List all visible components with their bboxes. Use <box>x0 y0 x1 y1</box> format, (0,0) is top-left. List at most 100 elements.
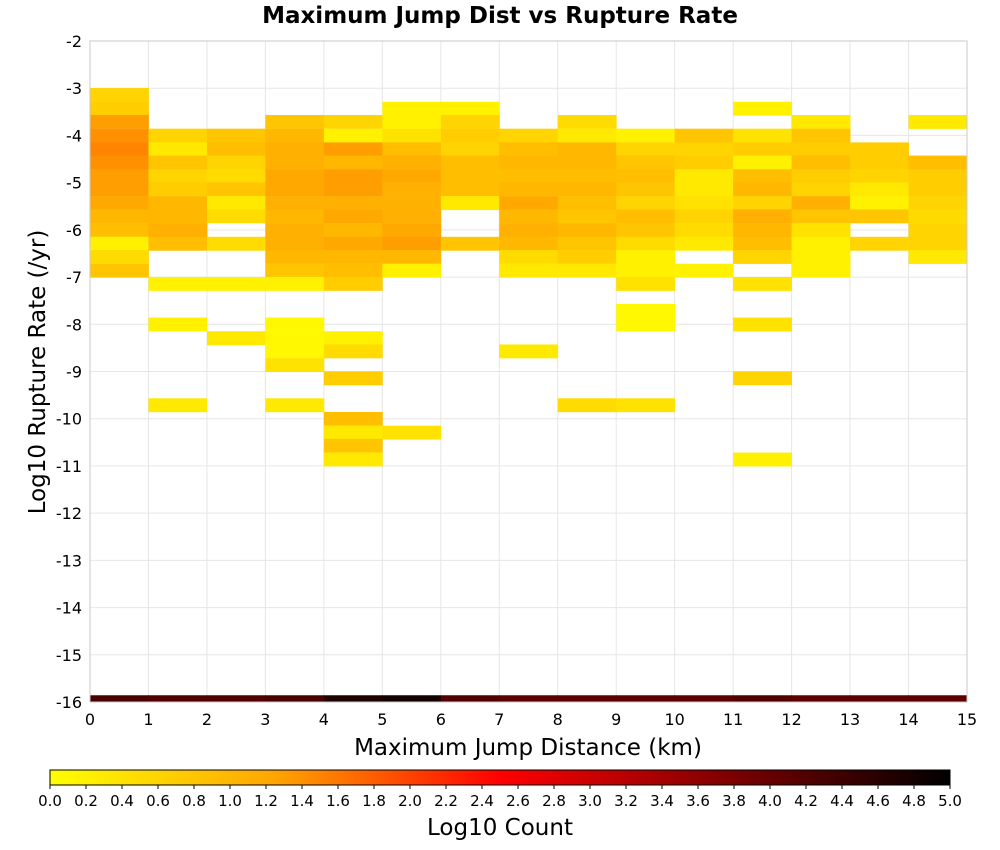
bottom-band <box>90 695 968 702</box>
heatmap-cell <box>616 182 676 197</box>
heatmap-cell <box>206 236 266 251</box>
heatmap-cell <box>323 371 383 386</box>
heatmap-band-cell <box>674 695 734 702</box>
heatmap-cell <box>499 196 559 211</box>
heatmap-cell <box>791 169 851 184</box>
heatmap-cell <box>908 196 968 211</box>
heatmap-cell <box>908 169 968 184</box>
heatmap-cell <box>206 128 266 143</box>
colorbar-tick-labels: 0.0 0.2 0.4 0.6 0.8 1.0 1.2 1.4 1.6 1.8 2.0 2.2 2.4 2… <box>38 785 962 810</box>
x-tick-label: 9 <box>611 710 621 729</box>
y-axis-label: Log10 Rupture Rate (/yr) <box>25 230 51 515</box>
colorbar-tick-label: 4.8 <box>902 792 926 810</box>
x-tick-label: 6 <box>436 710 446 729</box>
heatmap-cell <box>323 411 383 426</box>
heatmap-cell <box>733 371 792 386</box>
heatmap-cell <box>323 155 383 170</box>
heatmap-cell <box>616 236 676 251</box>
heatmap-cell <box>733 250 792 264</box>
heatmap-band-cell <box>382 695 442 702</box>
x-tick-label: 15 <box>957 710 977 729</box>
heatmap-cell <box>674 236 734 251</box>
heatmap-cell <box>265 169 325 184</box>
y-tick-label: -5 <box>66 174 82 193</box>
heatmap-cell <box>323 452 383 467</box>
colorbar-tick-label: 1.8 <box>362 792 386 810</box>
heatmap-cell <box>616 155 676 170</box>
heatmap-cell <box>908 114 968 129</box>
y-tick-label: -8 <box>66 315 82 334</box>
y-tick-label: -4 <box>66 126 82 145</box>
heatmap-cell <box>265 223 325 238</box>
heatmap-band-cell <box>440 695 500 702</box>
heatmap-cell <box>382 236 442 251</box>
heatmap-cell <box>148 209 208 224</box>
heatmap-cell <box>791 263 851 278</box>
heatmap-cell <box>557 169 617 184</box>
heatmap-cell <box>440 169 500 184</box>
colorbar-tick-label: 3.6 <box>686 792 710 810</box>
x-tick-label: 2 <box>202 710 212 729</box>
colorbar-tick-label: 0.0 <box>38 792 62 810</box>
colorbar-tick-label: 1.4 <box>290 792 314 810</box>
heatmap-band-cell <box>557 695 617 702</box>
heatmap-cell <box>908 223 968 238</box>
colorbar-tick-label: 0.4 <box>110 792 134 810</box>
heatmap-cell <box>674 182 734 197</box>
colorbar-tick-label: 2.4 <box>470 792 494 810</box>
x-axis-label: Maximum Jump Distance (km) <box>354 735 702 761</box>
colorbar-tick-label: 2.0 <box>398 792 422 810</box>
heatmap-cell <box>850 196 909 211</box>
colorbar-tick-label: 2.2 <box>434 792 458 810</box>
heatmap-cell <box>323 142 383 157</box>
heatmap-cell <box>382 169 442 184</box>
colorbar-tick-label: 4.4 <box>830 792 854 810</box>
heatmap-cell <box>206 196 266 211</box>
heatmap-cell <box>90 196 149 211</box>
heatmap-cell <box>206 182 266 197</box>
heatmap-cell <box>791 128 851 143</box>
y-tick-label: -9 <box>66 363 82 382</box>
heatmap-cell <box>733 101 792 116</box>
x-tick-label: 13 <box>840 710 860 729</box>
heatmap-cell <box>616 169 676 184</box>
heatmap-band-cell <box>499 695 559 702</box>
heatmap-cell <box>265 182 325 197</box>
heatmap-cell <box>499 155 559 170</box>
heatmap-cell <box>206 169 266 184</box>
colorbar-tick-label: 3.8 <box>722 792 746 810</box>
y-tick-label: -12 <box>56 504 82 523</box>
colorbar-tick-label: 3.0 <box>578 792 602 810</box>
heatmap-cell <box>440 101 500 116</box>
heatmap-band-cell <box>850 695 909 702</box>
y-tick-label: -16 <box>56 693 82 712</box>
heatmap-cell <box>616 263 676 278</box>
heatmap-cell <box>382 128 442 143</box>
heatmap-cell <box>382 209 442 224</box>
heatmap-cell <box>733 182 792 197</box>
y-tick-label: -15 <box>56 646 82 665</box>
heatmap-cell <box>265 250 325 264</box>
heatmap-band-cell <box>791 695 851 702</box>
heatmap-cell <box>265 114 325 129</box>
heatmap-cell <box>791 114 851 129</box>
x-tick-label: 12 <box>781 710 801 729</box>
x-tick-label: 11 <box>723 710 743 729</box>
x-tick-label: 14 <box>898 710 918 729</box>
colorbar-tick-label: 2.6 <box>506 792 530 810</box>
heatmap-band-cell <box>323 695 383 702</box>
x-tick-label: 7 <box>494 710 504 729</box>
heatmap-cell <box>674 169 734 184</box>
heatmap-cell <box>90 155 149 170</box>
heatmap-band-cell <box>733 695 792 702</box>
heatmap-cell <box>440 196 500 211</box>
colorbar <box>49 769 951 786</box>
heatmap-cell <box>791 142 851 157</box>
heatmap-cell <box>265 209 325 224</box>
heatmap-cell <box>557 263 617 278</box>
x-tick-label: 4 <box>319 710 329 729</box>
colorbar-tick-label: 4.2 <box>794 792 818 810</box>
heatmap-cell <box>674 128 734 143</box>
y-tick-label: -3 <box>66 79 82 98</box>
